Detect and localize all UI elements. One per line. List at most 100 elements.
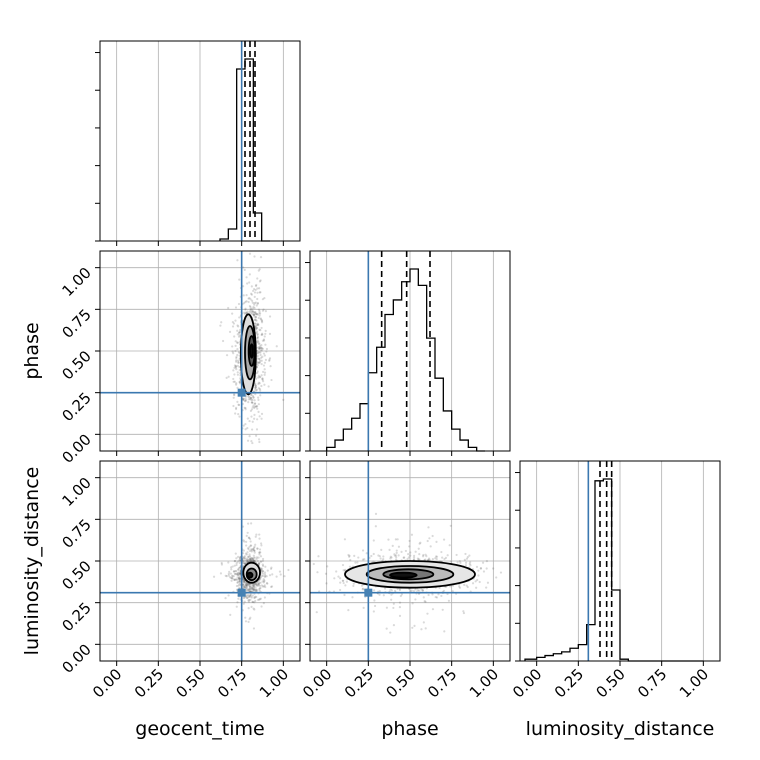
sample-point bbox=[379, 557, 382, 560]
sample-point bbox=[256, 547, 259, 550]
sample-point bbox=[440, 594, 443, 598]
sample-point bbox=[255, 304, 258, 307]
sample-point bbox=[232, 380, 235, 383]
sample-point bbox=[442, 589, 446, 592]
sample-point bbox=[372, 552, 375, 556]
sample-point bbox=[411, 602, 414, 605]
sample-point bbox=[449, 524, 452, 527]
sample-point bbox=[324, 572, 328, 575]
sample-point bbox=[254, 402, 257, 405]
sample-point bbox=[255, 533, 258, 536]
sample-point bbox=[256, 357, 259, 360]
sample-point bbox=[248, 549, 252, 553]
sample-point bbox=[257, 269, 260, 272]
sample-point bbox=[251, 394, 255, 398]
sample-point bbox=[344, 568, 347, 571]
sample-point bbox=[259, 351, 262, 354]
sample-point bbox=[242, 582, 245, 586]
sample-point bbox=[342, 581, 345, 585]
sample-point bbox=[388, 548, 391, 551]
sample-point bbox=[237, 413, 240, 416]
sample-point bbox=[253, 608, 256, 611]
contour-line-3 bbox=[382, 568, 435, 581]
sample-point bbox=[257, 387, 261, 390]
sample-point bbox=[333, 577, 336, 580]
sample-point bbox=[250, 585, 253, 588]
sample-point bbox=[448, 544, 451, 547]
sample-point bbox=[266, 569, 269, 572]
sample-point bbox=[260, 567, 264, 570]
sample-point bbox=[245, 594, 248, 597]
sample-point bbox=[264, 574, 267, 578]
sample-point bbox=[256, 277, 259, 280]
sample-point bbox=[434, 595, 437, 599]
y-tick-label: 0.25 bbox=[58, 389, 94, 425]
sample-point bbox=[245, 584, 248, 588]
sample-point bbox=[256, 330, 259, 333]
sample-point bbox=[252, 558, 255, 561]
sample-point bbox=[268, 359, 271, 362]
sample-point bbox=[260, 412, 264, 415]
sample-point bbox=[428, 558, 431, 561]
sample-point bbox=[233, 560, 236, 563]
sample-point bbox=[224, 574, 227, 577]
sample-point bbox=[236, 348, 239, 351]
sample-point bbox=[236, 371, 239, 374]
sample-point bbox=[352, 584, 355, 588]
sample-point bbox=[248, 595, 251, 599]
sample-point bbox=[254, 324, 257, 327]
sample-point bbox=[246, 310, 249, 313]
sample-point bbox=[398, 601, 402, 604]
sample-point bbox=[249, 586, 252, 589]
contour-fill-4 bbox=[390, 572, 417, 578]
sample-point bbox=[245, 595, 248, 598]
sample-point bbox=[234, 559, 237, 563]
sample-point bbox=[258, 314, 261, 317]
sample-point bbox=[238, 577, 241, 581]
sample-point bbox=[258, 347, 261, 351]
sample-point bbox=[418, 553, 421, 556]
sample-point bbox=[254, 322, 257, 325]
sample-point bbox=[257, 374, 260, 377]
sample-point bbox=[251, 307, 254, 310]
sample-point bbox=[220, 321, 223, 324]
sample-point bbox=[238, 278, 241, 281]
sample-point bbox=[250, 299, 254, 302]
sample-point bbox=[250, 596, 253, 599]
panel-phase-phase bbox=[305, 250, 511, 456]
sample-point bbox=[245, 559, 248, 562]
sample-point bbox=[261, 377, 264, 380]
sample-point bbox=[227, 561, 230, 564]
panel-luminosity_distance-luminosity_distance: 0.00 0.25 0.50 0.75 1.00 bbox=[509, 460, 721, 701]
sample-point bbox=[237, 573, 240, 577]
sample-point bbox=[382, 594, 385, 597]
sample-point bbox=[392, 602, 395, 605]
sample-point bbox=[252, 586, 255, 589]
sample-point bbox=[244, 398, 248, 402]
sample-point bbox=[247, 600, 251, 603]
sample-point bbox=[252, 313, 255, 316]
sample-point bbox=[256, 323, 259, 327]
sample-point bbox=[233, 394, 236, 397]
sample-point bbox=[250, 550, 253, 553]
sample-point bbox=[426, 539, 429, 543]
sample-point bbox=[243, 600, 246, 603]
sample-point bbox=[239, 377, 242, 380]
sample-point bbox=[264, 332, 267, 335]
sample-point bbox=[253, 406, 256, 410]
sample-point bbox=[234, 407, 238, 411]
sample-point bbox=[261, 378, 264, 381]
sample-point bbox=[250, 396, 253, 400]
sample-point bbox=[242, 561, 245, 564]
sample-point bbox=[254, 327, 257, 330]
sample-point bbox=[466, 585, 469, 589]
sample-point bbox=[275, 345, 278, 348]
sample-point bbox=[248, 618, 251, 621]
sample-point bbox=[252, 305, 255, 309]
sample-point bbox=[412, 590, 415, 593]
sample-point bbox=[243, 540, 246, 543]
sample-point bbox=[246, 417, 249, 420]
sample-point bbox=[246, 282, 249, 285]
sample-point bbox=[265, 575, 268, 578]
sample-point bbox=[253, 587, 256, 590]
